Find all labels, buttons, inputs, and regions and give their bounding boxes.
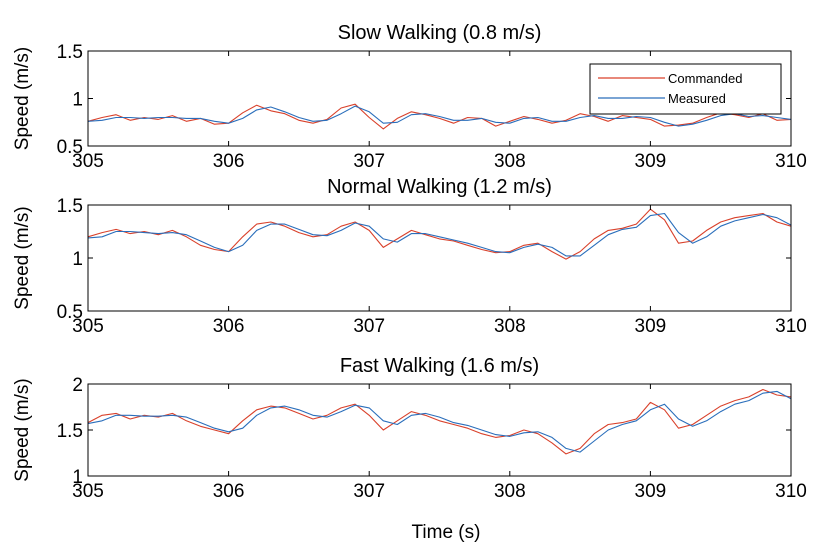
subplot-title: Normal Walking (1.2 m/s) bbox=[327, 176, 552, 198]
y-axis-label: Speed (m/s) bbox=[12, 206, 33, 309]
y-tick-label: 2 bbox=[72, 375, 83, 396]
subplot-3: Fast Walking (1.6 m/s) Speed (m/s) 305 306 3… bbox=[12, 355, 807, 502]
x-tick-label: 310 bbox=[775, 481, 807, 502]
y-axis-label: Speed (m/s) bbox=[12, 47, 33, 150]
series-line-commanded bbox=[87, 388, 792, 455]
y-tick-label: 1.5 bbox=[57, 42, 83, 63]
x-tick-label: 305 bbox=[72, 151, 104, 172]
series-line-measured bbox=[87, 390, 792, 453]
x-tick-label: 309 bbox=[635, 316, 667, 337]
x-tick-label: 309 bbox=[635, 481, 667, 502]
subplot-title: Slow Walking (0.8 m/s) bbox=[338, 22, 542, 44]
panels-layer: Slow Walking (0.8 m/s) Speed (m/s) 305 306 3… bbox=[12, 22, 807, 502]
subplot-title: Fast Walking (1.6 m/s) bbox=[340, 355, 539, 377]
y-tick-label: 1 bbox=[72, 90, 83, 111]
legend: Commanded Measured bbox=[589, 63, 782, 115]
x-axis-label: Time (s) bbox=[412, 522, 481, 543]
y-tick-label: 0.5 bbox=[57, 302, 83, 323]
x-tick-label: 308 bbox=[494, 316, 526, 337]
y-tick-label: 1.5 bbox=[57, 421, 83, 442]
subplot-1: Slow Walking (0.8 m/s) Speed (m/s) 305 306 3… bbox=[12, 22, 807, 172]
legend-label-commanded: Commanded bbox=[668, 71, 742, 86]
x-tick-label: 306 bbox=[213, 316, 245, 337]
x-tick-label: 310 bbox=[775, 151, 807, 172]
x-tick-label: 305 bbox=[72, 481, 104, 502]
legend-box bbox=[589, 63, 782, 115]
subplot-2: Normal Walking (1.2 m/s) Speed (m/s) 305 30… bbox=[12, 176, 807, 337]
x-tick-label: 307 bbox=[353, 151, 385, 172]
y-tick-label: 0.5 bbox=[57, 137, 83, 158]
y-tick-label: 1.5 bbox=[57, 196, 83, 217]
x-tick-label: 308 bbox=[494, 481, 526, 502]
series-line-measured bbox=[87, 105, 792, 127]
series-line-commanded bbox=[87, 208, 792, 260]
y-axis-label: Speed (m/s) bbox=[12, 378, 33, 481]
x-tick-label: 307 bbox=[353, 481, 385, 502]
series-line-commanded bbox=[87, 103, 792, 130]
x-tick-label: 307 bbox=[353, 316, 385, 337]
x-tick-label: 310 bbox=[775, 316, 807, 337]
legend-label-measured: Measured bbox=[668, 91, 726, 106]
x-tick-label: 306 bbox=[213, 151, 245, 172]
series-line-measured bbox=[87, 212, 792, 257]
y-tick-label: 1 bbox=[72, 249, 83, 270]
x-tick-label: 305 bbox=[72, 316, 104, 337]
x-tick-label: 309 bbox=[635, 151, 667, 172]
x-tick-label: 306 bbox=[213, 481, 245, 502]
y-tick-label: 1 bbox=[72, 467, 83, 488]
x-tick-label: 308 bbox=[494, 151, 526, 172]
